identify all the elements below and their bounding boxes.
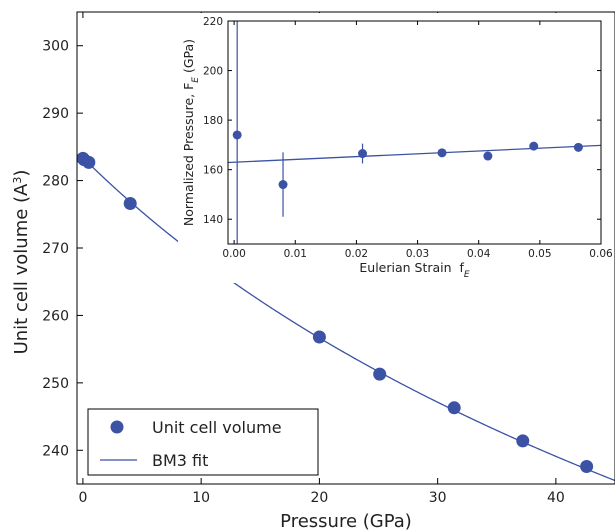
- inset-y-tick-label: 200: [203, 66, 223, 78]
- inset-x-axis-label: Eulerian Strain fE: [359, 260, 470, 280]
- inset-x-tick-label: 0.04: [467, 248, 491, 260]
- x-tick-label: 0: [78, 490, 87, 506]
- legend-label-bm3-fit: BM3 fit: [152, 451, 208, 470]
- legend-marker-unit-cell-volume: [110, 420, 124, 434]
- x-tick-label: 10: [192, 490, 210, 506]
- main-y-ticks: 240 250 260 270 280 290 300: [42, 39, 83, 459]
- inset-point: [437, 148, 447, 158]
- inset-points-layer: [232, 21, 583, 244]
- inset-y-axis-label: Normalized Pressure, FE (GPa): [181, 39, 201, 226]
- legend-box: [87, 408, 319, 476]
- inset-point: [529, 141, 539, 151]
- y-tick-label: 240: [42, 443, 69, 459]
- inset-x-ticks: 0.00 0.01 0.02 0.03 0.04 0.05 0.06: [222, 21, 613, 260]
- x-tick-label: 40: [547, 490, 565, 506]
- inset-plot-frame: [227, 20, 602, 245]
- volume-point: [312, 330, 326, 344]
- inset-y-tick-label: 140: [203, 214, 223, 226]
- bm3-fit-line: [82, 157, 615, 482]
- inset-y-tick-label: 180: [203, 115, 223, 127]
- volume-point: [123, 196, 137, 210]
- bm3-fit-line-layer: [82, 157, 615, 482]
- inset-y-tick-label: 220: [203, 16, 223, 28]
- y-tick-label: 290: [42, 106, 69, 122]
- inset-point: [232, 130, 242, 140]
- inset-x-tick-label: 0.06: [589, 248, 613, 260]
- y-tick-label: 280: [42, 174, 69, 190]
- inset-fit-line-layer: [227, 144, 602, 164]
- inset-x-tick-label: 0.03: [406, 248, 429, 260]
- y-tick-label: 270: [42, 241, 69, 257]
- inset-point: [483, 151, 493, 161]
- inset-point: [358, 149, 368, 159]
- inset-x-tick-label: 0.05: [528, 248, 551, 260]
- y-tick-label: 300: [42, 39, 69, 55]
- inset-point: [573, 142, 583, 152]
- volume-point: [82, 155, 96, 169]
- inset-x-tick-label: 0.00: [222, 248, 245, 260]
- inset-x-tick-label: 0.02: [345, 248, 368, 260]
- inset-chart: 0.00 0.01 0.02 0.03 0.04 0.05 0.06 140 160 180 20…: [178, 13, 614, 283]
- volume-points-layer: [76, 151, 594, 473]
- inset-y-tick-label: 160: [203, 165, 223, 177]
- main-chart: 0 10 20 30 40 240 250 260 270 280 290 300 Pressure…: [11, 11, 615, 530]
- inset-x-tick-label: 0.01: [284, 248, 307, 260]
- volume-point: [580, 459, 594, 473]
- main-x-axis-label: Pressure (GPa): [280, 511, 412, 530]
- x-tick-label: 30: [429, 490, 447, 506]
- y-tick-label: 250: [42, 376, 69, 392]
- inset-point: [278, 180, 288, 190]
- inset-y-ticks: 140 160 180 200 220: [203, 16, 601, 226]
- volume-point: [447, 401, 461, 415]
- legend: Unit cell volume BM3 fit: [87, 408, 319, 476]
- volume-point: [373, 367, 387, 381]
- main-y-axis-label: Unit cell volume (A3): [11, 170, 33, 355]
- x-tick-label: 20: [310, 490, 328, 506]
- y-tick-label: 260: [42, 308, 69, 324]
- volume-point: [516, 434, 530, 448]
- legend-label-unit-cell-volume: Unit cell volume: [152, 418, 282, 437]
- inset-fit-line: [227, 144, 602, 164]
